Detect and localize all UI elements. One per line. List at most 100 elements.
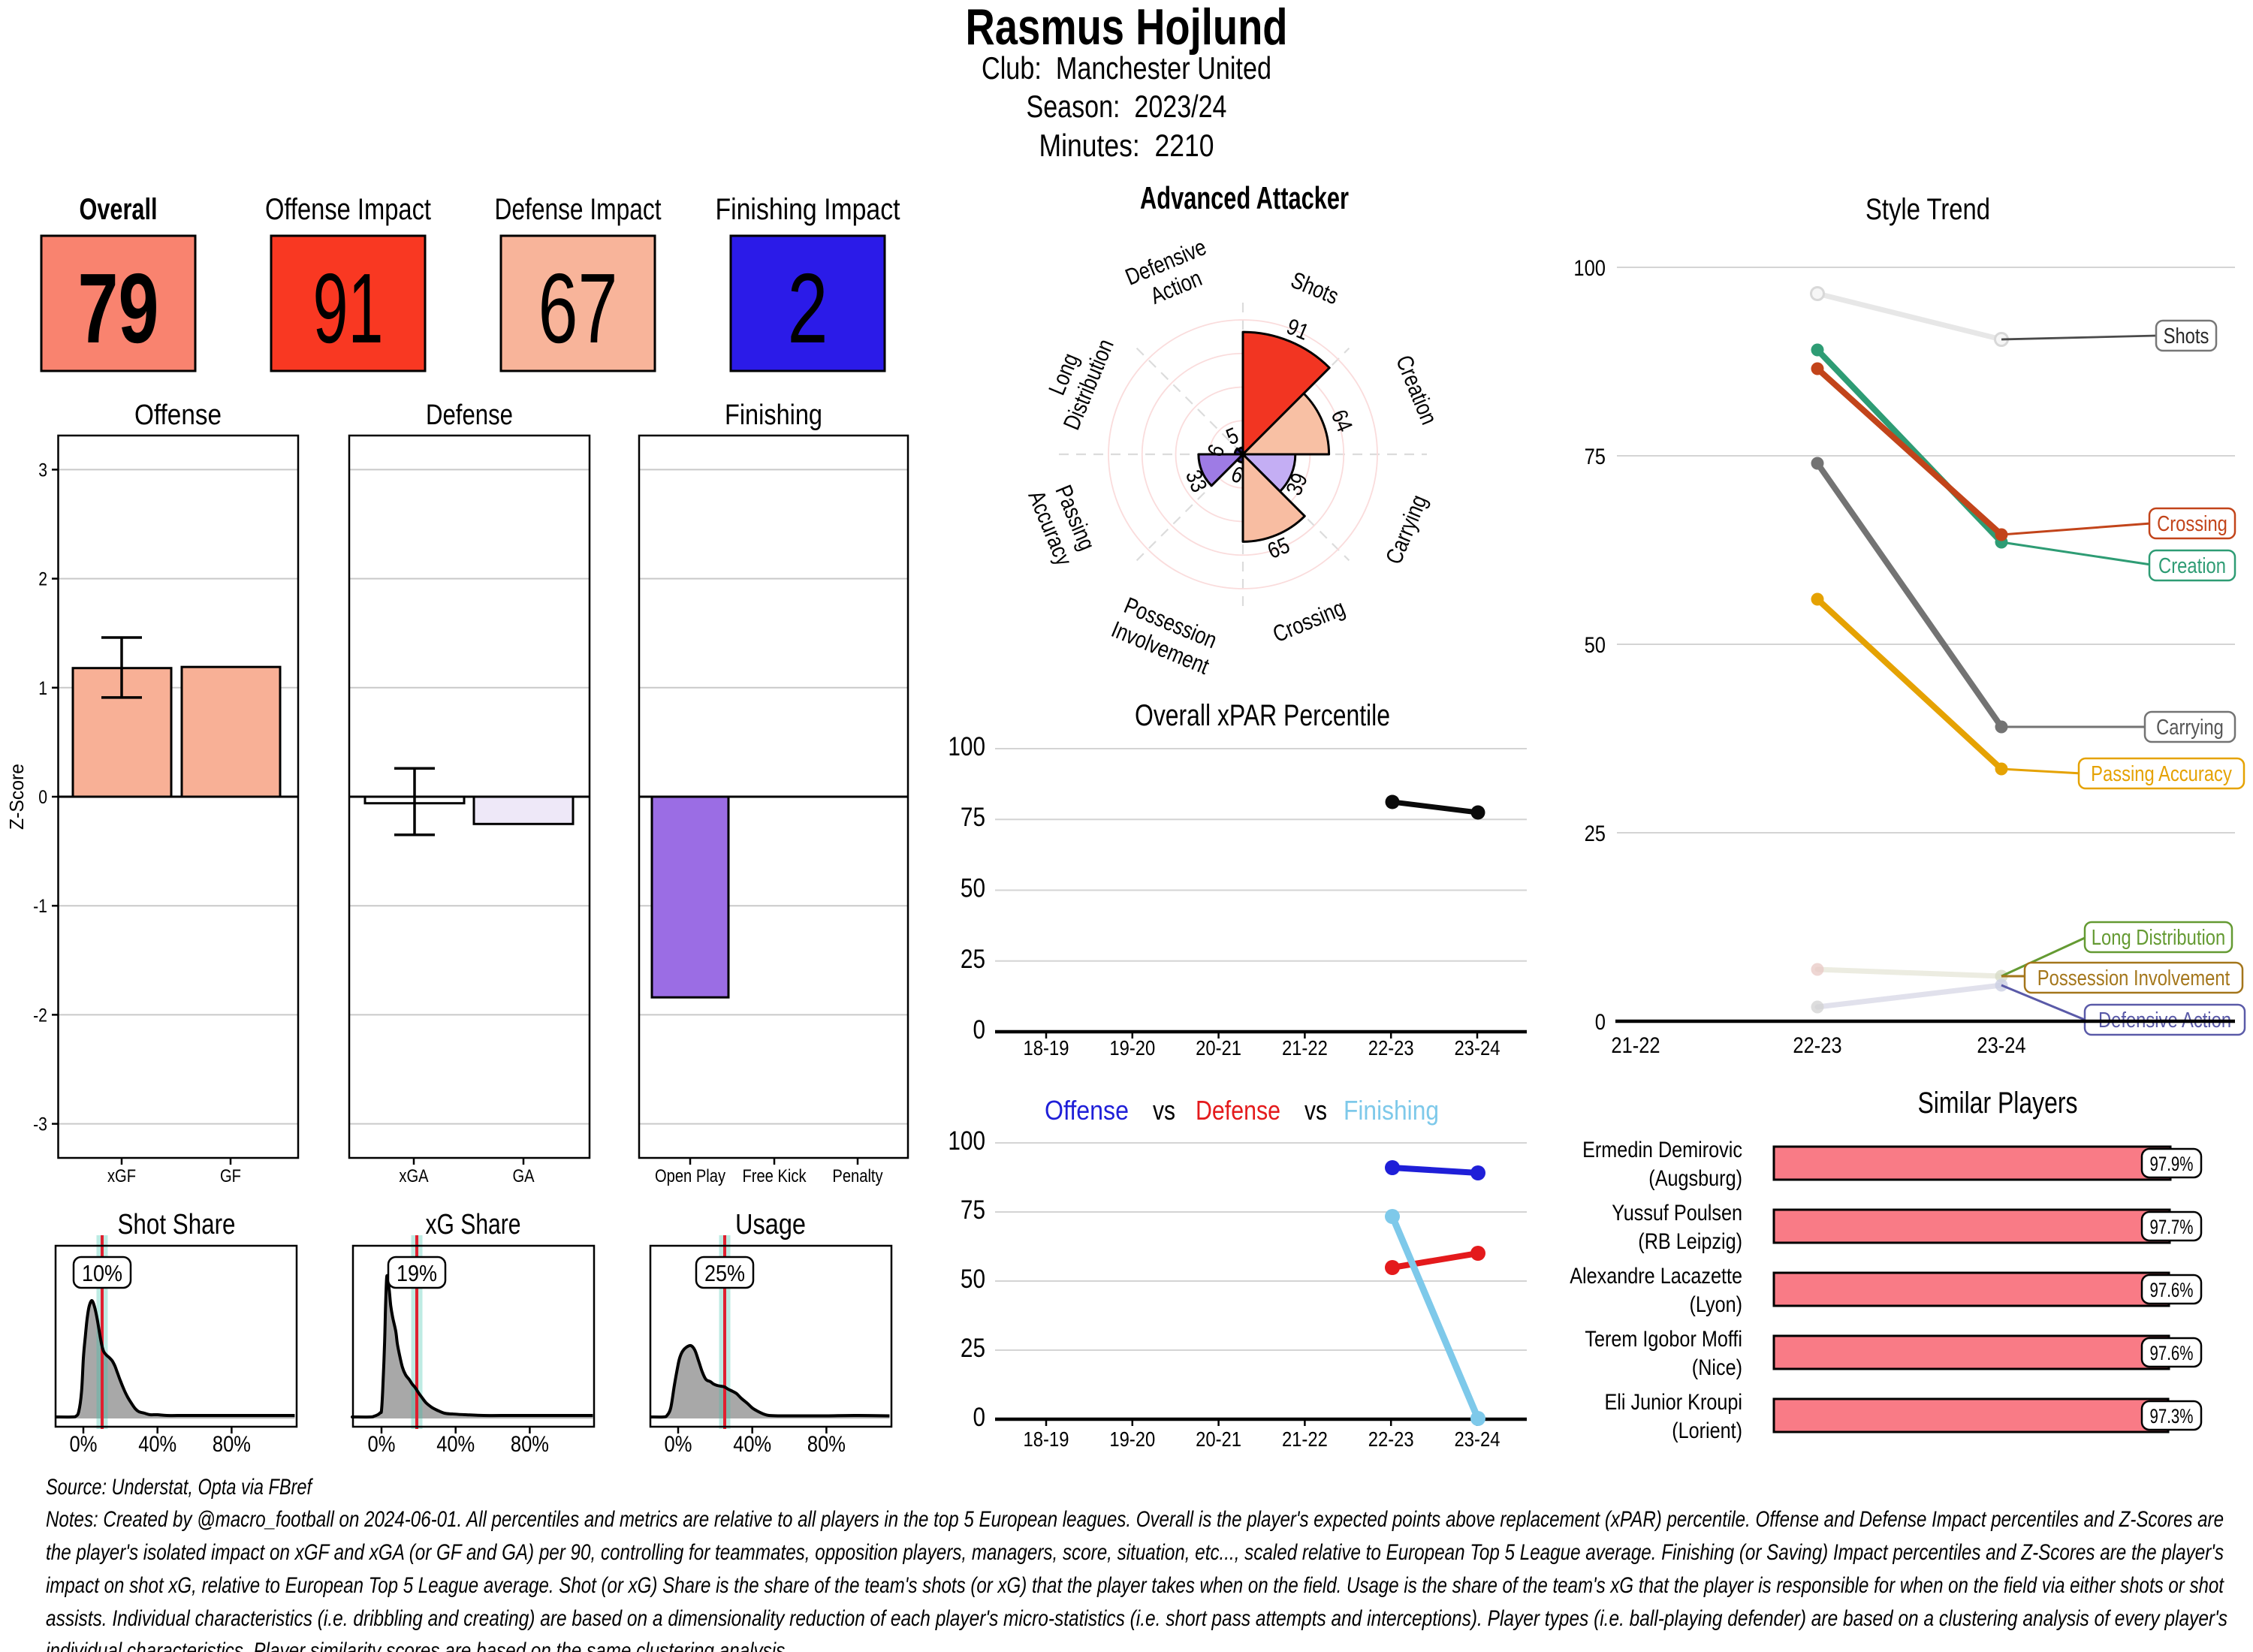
- svg-text:25: 25: [961, 1334, 985, 1363]
- svg-text:2: 2: [38, 569, 47, 590]
- svg-text:100: 100: [948, 732, 985, 761]
- svg-text:Yussuf Poulsen: Yussuf Poulsen: [1612, 1201, 1742, 1225]
- svg-text:22-23: 22-23: [1368, 1036, 1414, 1060]
- svg-text:3: 3: [38, 460, 47, 481]
- svg-text:23-24: 23-24: [1977, 1033, 2025, 1058]
- svg-text:xGF: xGF: [107, 1166, 136, 1186]
- svg-text:the player's isolated impact o: the player's isolated impact on xGF and …: [46, 1540, 2224, 1565]
- svg-text:Ermedin Demirovic: Ermedin Demirovic: [1582, 1138, 1742, 1162]
- svg-text:vs: vs: [1153, 1095, 1175, 1126]
- svg-text:10%: 10%: [82, 1260, 122, 1286]
- svg-text:20-21: 20-21: [1196, 1036, 1241, 1060]
- svg-text:impact on shot xG, relative to: impact on shot xG, relative to European …: [46, 1573, 2224, 1598]
- svg-text:19-20: 19-20: [1109, 1036, 1155, 1060]
- svg-text:(Augsburg): (Augsburg): [1648, 1166, 1742, 1191]
- svg-text:Defense Impact: Defense Impact: [495, 193, 662, 226]
- svg-text:Minutes: 2210: Minutes: 2210: [1039, 128, 1214, 163]
- svg-text:75: 75: [961, 803, 985, 832]
- svg-text:0: 0: [973, 1403, 986, 1432]
- svg-text:97.6%: 97.6%: [2150, 1279, 2194, 1301]
- svg-text:18-19: 18-19: [1024, 1036, 1069, 1060]
- svg-text:Offense Impact: Offense Impact: [265, 193, 431, 226]
- svg-text:80%: 80%: [807, 1432, 846, 1457]
- svg-text:91: 91: [313, 253, 384, 363]
- svg-text:Z-Score: Z-Score: [5, 764, 28, 830]
- svg-text:Advanced Attacker: Advanced Attacker: [1140, 180, 1349, 216]
- svg-text:Finishing Impact: Finishing Impact: [716, 193, 900, 226]
- svg-text:19-20: 19-20: [1109, 1427, 1155, 1451]
- svg-text:19%: 19%: [397, 1260, 437, 1286]
- svg-text:Passing Accuracy: Passing Accuracy: [2091, 762, 2232, 786]
- svg-text:50: 50: [1585, 633, 1606, 658]
- svg-text:-1: -1: [33, 896, 47, 917]
- svg-text:Free Kick: Free Kick: [742, 1166, 807, 1186]
- svg-text:0%: 0%: [368, 1432, 396, 1457]
- svg-text:Finishing: Finishing: [1344, 1095, 1439, 1126]
- svg-text:Carrying: Carrying: [2156, 716, 2224, 740]
- svg-text:0%: 0%: [70, 1432, 98, 1457]
- svg-text:Offense: Offense: [1045, 1095, 1129, 1126]
- svg-text:21-22: 21-22: [1282, 1036, 1328, 1060]
- svg-text:xG Share: xG Share: [426, 1209, 521, 1241]
- svg-text:Eli Junior Kroupi: Eli Junior Kroupi: [1605, 1390, 1743, 1415]
- svg-text:80%: 80%: [213, 1432, 251, 1457]
- svg-text:1: 1: [38, 678, 47, 699]
- svg-text:0: 0: [1595, 1010, 1606, 1035]
- svg-text:67: 67: [538, 253, 618, 363]
- svg-text:Defense: Defense: [426, 399, 513, 431]
- svg-text:2: 2: [788, 253, 828, 363]
- svg-text:Crossing: Crossing: [2157, 512, 2227, 536]
- svg-text:Source: Understat, Opta via FB: Source: Understat, Opta via FBref: [46, 1475, 313, 1500]
- svg-text:22-23: 22-23: [1793, 1033, 1841, 1058]
- svg-text:GF: GF: [220, 1166, 241, 1186]
- svg-text:Usage: Usage: [735, 1209, 806, 1241]
- svg-text:23-24: 23-24: [1455, 1427, 1500, 1451]
- svg-text:50: 50: [961, 1265, 985, 1294]
- svg-text:50: 50: [961, 874, 985, 903]
- svg-text:Offense: Offense: [134, 399, 222, 431]
- svg-text:25: 25: [1585, 821, 1606, 846]
- svg-text:100: 100: [1573, 256, 1606, 281]
- svg-text:(Nice): (Nice): [1692, 1355, 1742, 1380]
- svg-text:Creation: Creation: [2158, 554, 2226, 578]
- svg-text:Similar Players: Similar Players: [1918, 1087, 2078, 1120]
- svg-text:Notes: Created by @macro_footb: Notes: Created by @macro_football on 202…: [46, 1507, 2224, 1532]
- svg-text:vs: vs: [1304, 1095, 1327, 1126]
- svg-text:75: 75: [961, 1195, 985, 1225]
- svg-text:Long Distribution: Long Distribution: [2092, 926, 2225, 950]
- svg-text:22-23: 22-23: [1368, 1427, 1414, 1451]
- svg-text:Style Trend: Style Trend: [1865, 193, 1990, 226]
- svg-text:97.3%: 97.3%: [2150, 1405, 2194, 1427]
- svg-text:(RB Leipzig): (RB Leipzig): [1638, 1229, 1742, 1254]
- svg-text:Finishing: Finishing: [725, 399, 822, 431]
- svg-text:Overall xPAR Percentile: Overall xPAR Percentile: [1135, 699, 1390, 732]
- svg-text:GA: GA: [512, 1166, 534, 1186]
- svg-text:97.6%: 97.6%: [2150, 1342, 2194, 1364]
- svg-text:Penalty: Penalty: [832, 1166, 882, 1186]
- svg-text:Defense: Defense: [1196, 1095, 1280, 1126]
- svg-text:20-21: 20-21: [1196, 1427, 1241, 1451]
- svg-text:Overall: Overall: [80, 193, 158, 226]
- svg-text:Alexandre Lacazette: Alexandre Lacazette: [1570, 1264, 1742, 1289]
- svg-text:Terem Igobor Moffi: Terem Igobor Moffi: [1585, 1327, 1742, 1352]
- svg-text:23-24: 23-24: [1455, 1036, 1500, 1060]
- svg-text:Shot Share: Shot Share: [118, 1209, 236, 1241]
- svg-text:individual characteristics. Pl: individual characteristics. Player simil…: [46, 1638, 790, 1652]
- svg-text:21-22: 21-22: [1282, 1427, 1328, 1451]
- svg-text:0: 0: [38, 787, 47, 808]
- svg-text:25%: 25%: [704, 1260, 745, 1286]
- svg-text:100: 100: [948, 1126, 985, 1156]
- svg-text:75: 75: [1585, 445, 1606, 469]
- svg-text:97.7%: 97.7%: [2150, 1216, 2194, 1238]
- svg-text:79: 79: [78, 253, 159, 363]
- svg-text:Season: 2023/24: Season: 2023/24: [1027, 89, 1227, 124]
- svg-text:xGA: xGA: [399, 1166, 428, 1186]
- svg-text:Club: Manchester United: Club: Manchester United: [982, 50, 1271, 86]
- svg-text:Possession Involvement: Possession Involvement: [2037, 966, 2230, 990]
- svg-text:-3: -3: [33, 1114, 47, 1135]
- svg-text:25: 25: [961, 945, 985, 974]
- svg-text:Rasmus Hojlund: Rasmus Hojlund: [966, 0, 1288, 56]
- svg-text:0: 0: [973, 1015, 986, 1045]
- svg-text:18-19: 18-19: [1024, 1427, 1069, 1451]
- svg-text:assists. Individual characteri: assists. Individual characteristics (i.e…: [46, 1606, 2227, 1631]
